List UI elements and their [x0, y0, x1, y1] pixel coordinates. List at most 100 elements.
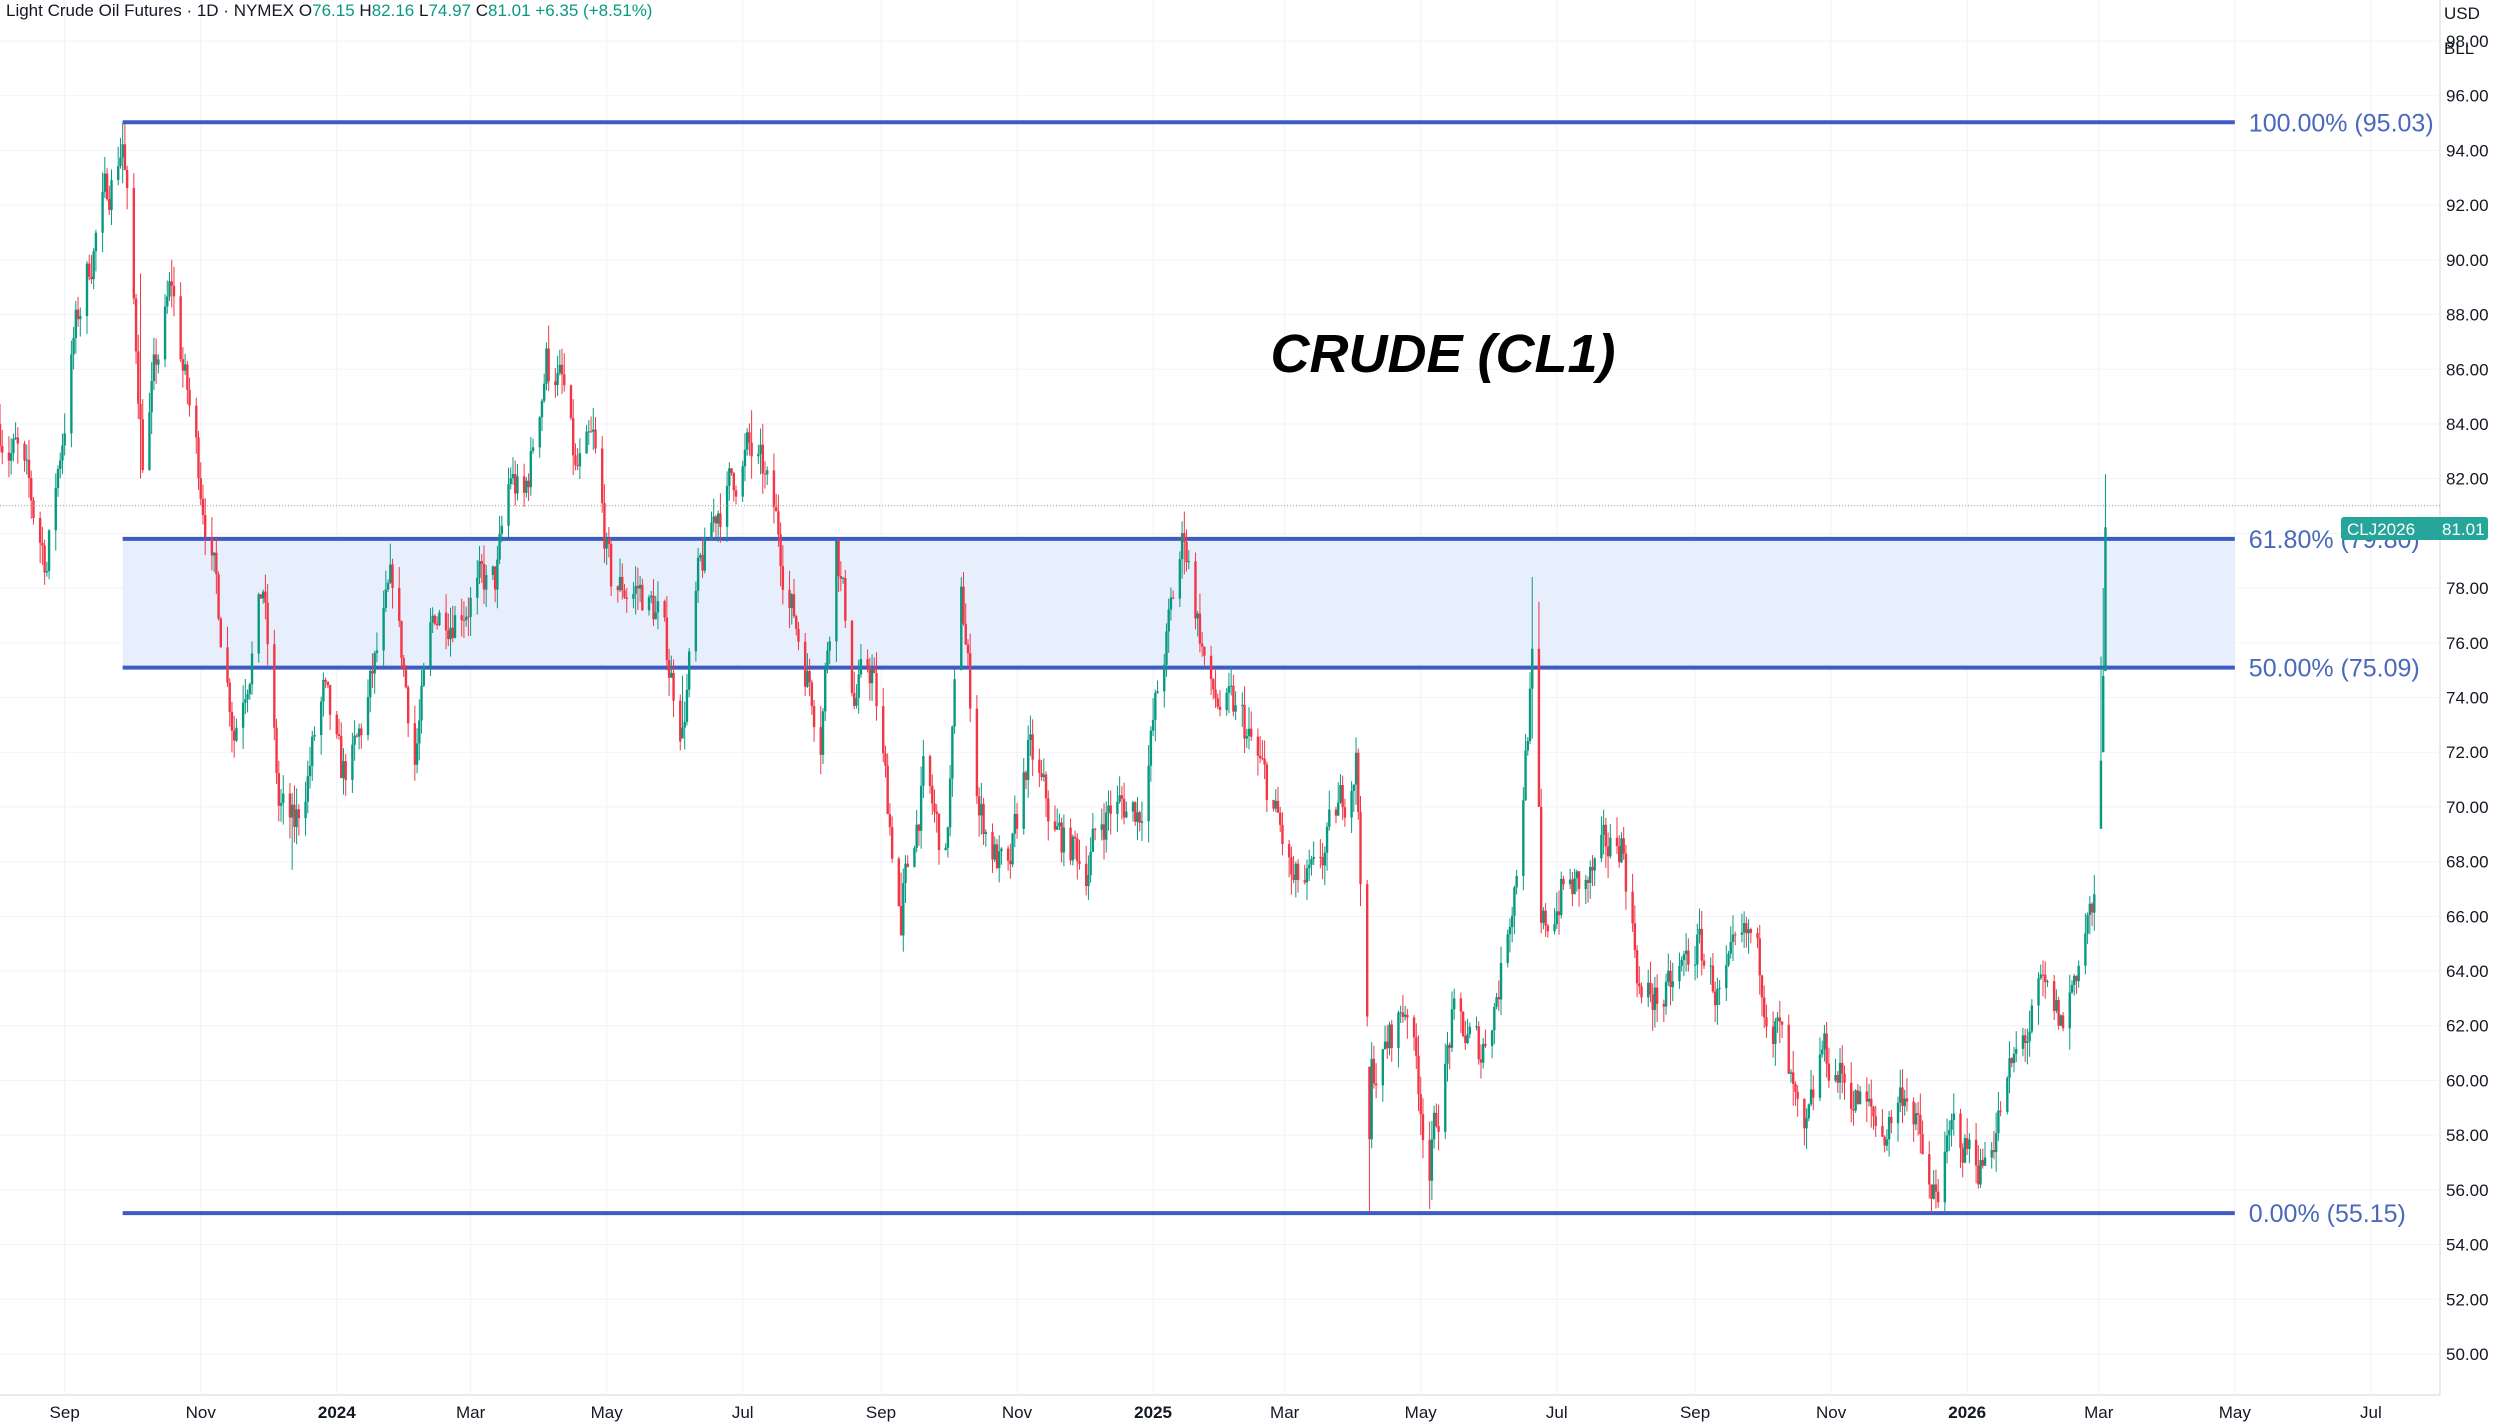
candle-body	[734, 490, 738, 497]
candle-body	[195, 405, 198, 438]
candle-body	[1359, 811, 1362, 885]
candle-body	[150, 380, 153, 413]
candle-body	[1013, 813, 1017, 834]
fib-zone	[122, 538, 2235, 668]
candle-body	[462, 620, 466, 622]
candle-body	[340, 736, 343, 779]
fibonacci-retracement[interactable]: 100.00% (95.03)61.80% (79.80)50.00% (75.…	[122, 109, 2434, 1228]
candle-body	[85, 263, 89, 317]
price-axis[interactable]: USD BLL 98.00 96.00 94.00 92.00 90.00 88.00 86…	[2444, 4, 2489, 1364]
candle-body	[699, 555, 702, 558]
candle-body	[1883, 1136, 1886, 1146]
candle-body	[841, 577, 845, 579]
candle-body	[884, 753, 887, 766]
candle-body	[306, 776, 309, 802]
candle-body	[168, 281, 171, 297]
candle-body	[1620, 838, 1623, 863]
candle-body	[117, 166, 120, 181]
symbol-legend[interactable]: Light Crude Oil Futures · 1D · NYMEX O76…	[6, 1, 652, 21]
candle-body	[652, 595, 655, 620]
candle-body	[1843, 1073, 1846, 1083]
candle-body	[1091, 828, 1095, 852]
candle-body	[1633, 923, 1637, 951]
candle-body	[808, 671, 811, 683]
candle-body	[1062, 827, 1066, 853]
candle-body	[1122, 798, 1126, 818]
candle-body	[701, 555, 704, 571]
candle-body	[141, 419, 144, 470]
candle-body	[353, 735, 356, 745]
candle-body	[890, 827, 894, 859]
candle-body	[1838, 1062, 1842, 1083]
candle-body	[1968, 1139, 1971, 1149]
candle-body	[1506, 934, 1509, 963]
candle-body	[79, 316, 82, 320]
time-tick-label: Jul	[2360, 1403, 2382, 1422]
time-axis[interactable]: Sep Nov 2024 Mar May Jul Sep Nov 2025 Mar May Jul Se…	[50, 1403, 2382, 1422]
candle-body	[1071, 836, 1074, 861]
candle-body	[469, 597, 472, 617]
candle-body	[779, 534, 782, 567]
candle-body	[1134, 802, 1137, 822]
candle-body	[54, 487, 57, 531]
candle-body	[1415, 1037, 1418, 1056]
candle-body	[1526, 741, 1529, 751]
candle-body	[406, 687, 410, 724]
candle-body	[632, 593, 635, 599]
candle-body	[1279, 812, 1282, 825]
candle-body	[311, 736, 314, 766]
time-tick-label: Mar	[2084, 1403, 2114, 1422]
candle-body	[337, 734, 341, 737]
candle-body	[977, 796, 981, 816]
candle-body	[1977, 1165, 1980, 1185]
candle-body	[201, 498, 205, 516]
candle-body	[282, 793, 285, 803]
candle-body	[919, 785, 923, 831]
candle-body	[545, 348, 548, 384]
candle-body	[618, 576, 622, 591]
candle-body	[855, 697, 858, 706]
candle-body	[1729, 941, 1732, 954]
candle-body	[344, 761, 347, 781]
candle-body	[16, 437, 20, 444]
candle-body	[1575, 871, 1579, 879]
candle-body	[369, 670, 372, 698]
candle-body	[1466, 1034, 1469, 1044]
candle-body	[1100, 824, 1103, 830]
candle-body	[56, 468, 60, 488]
candle-body	[1006, 848, 1010, 861]
unit-label[interactable]: BLL	[2444, 39, 2474, 58]
candle-body	[616, 586, 620, 591]
candle-body	[210, 537, 214, 556]
candle-body	[228, 682, 231, 712]
candle-body	[766, 470, 769, 475]
candle-body	[1667, 970, 1670, 982]
candle-body	[297, 809, 301, 819]
candle-body	[398, 587, 401, 622]
candle-body	[928, 756, 932, 787]
candle-body	[525, 480, 528, 493]
candle-body	[899, 906, 903, 936]
candle-body	[9, 453, 13, 461]
time-tick-label: 2026	[1948, 1403, 1986, 1422]
price-tick-label: 94.00	[2446, 141, 2489, 160]
candle-body	[366, 697, 370, 736]
candle-body	[199, 478, 202, 499]
candle-body	[288, 793, 292, 818]
candle-body	[1040, 773, 1043, 778]
candle-body	[672, 672, 675, 701]
candle-body	[451, 627, 454, 638]
currency-label[interactable]: USD	[2444, 4, 2480, 23]
candle-body	[1198, 613, 1202, 644]
price-tick-label: 66.00	[2446, 907, 2489, 926]
candle-body	[2041, 974, 2045, 976]
candle-body	[913, 847, 916, 867]
candle-body	[792, 594, 796, 617]
candle-body	[603, 503, 606, 549]
candle-body	[574, 455, 577, 466]
candle-body	[1138, 812, 1141, 823]
candle-body	[119, 157, 122, 167]
candle-body	[123, 144, 127, 170]
candle-body	[1421, 1114, 1425, 1141]
